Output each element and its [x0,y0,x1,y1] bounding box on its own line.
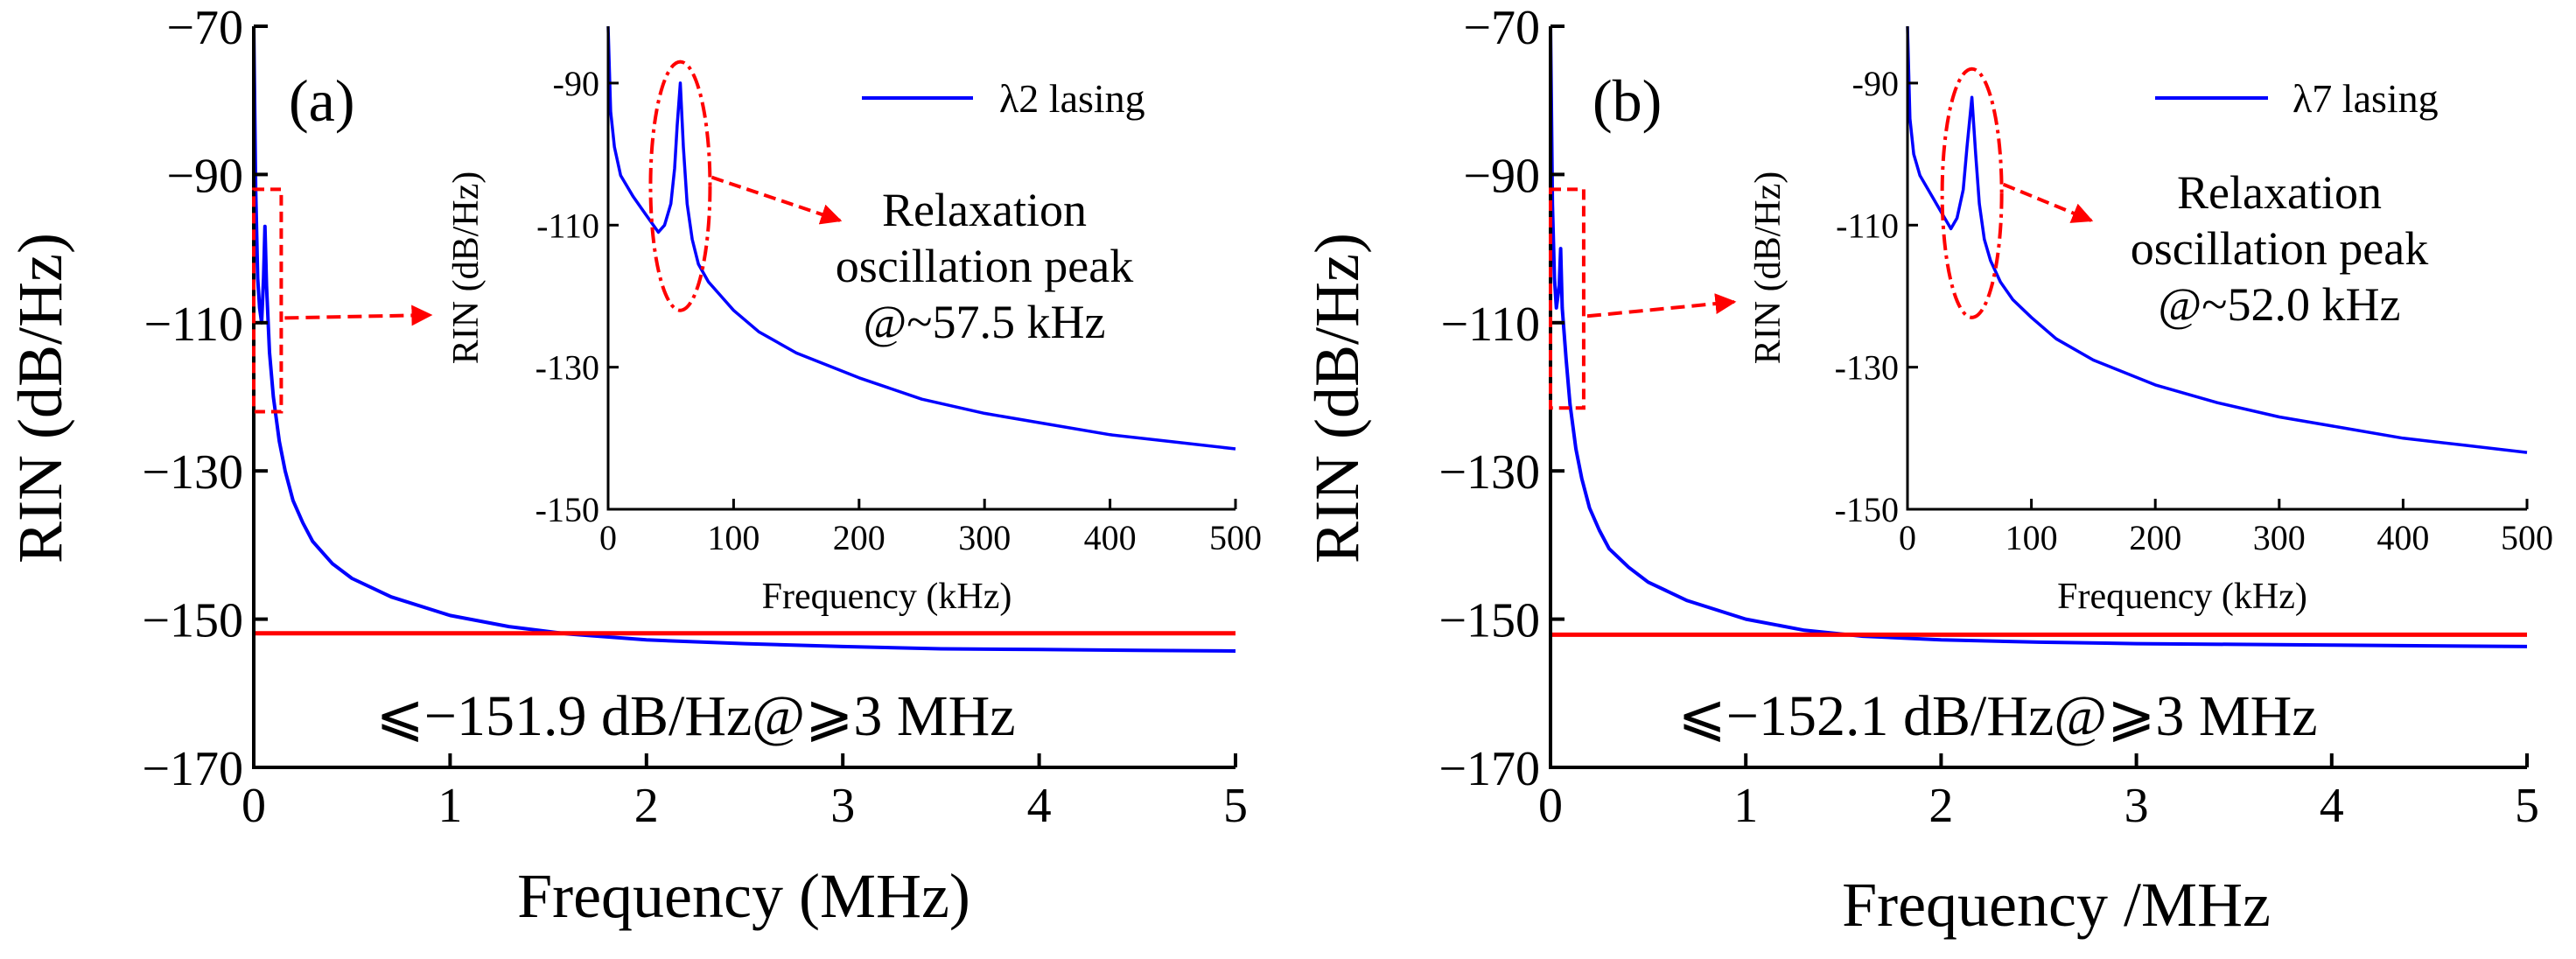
x-tick-label: 5 [1223,779,1248,833]
zoom-arrow [284,315,430,318]
peak-label-line: @~57.5 kHz [864,296,1106,348]
peak-arrow [2004,185,2091,220]
inset-x-tick-label: 500 [2501,518,2553,557]
inset-x-axis-label: Frequency (kHz) [2057,577,2307,617]
inset-x-tick-label: 200 [833,518,886,557]
zoom-arrow [1587,302,1734,316]
peak-label-line: oscillation peak [836,240,1133,292]
y-tick-label: −170 [1438,742,1540,796]
inset-y-tick-label: -90 [553,64,599,103]
y-tick-label: −70 [1463,1,1540,55]
inset-y-tick-label: -130 [1835,348,1899,388]
y-axis-label: RIN (dB/Hz) [5,233,75,564]
x-tick-label: 2 [1928,779,1953,833]
x-tick-label: 0 [1538,779,1563,833]
panel-label: (a) [289,67,354,134]
inset-y-axis-label: RIN (dB/Hz) [446,172,486,364]
y-tick-label: −130 [142,445,243,500]
y-tick-label: −90 [1463,149,1540,203]
y-tick-label: −150 [142,594,243,648]
x-tick-label: 2 [634,779,659,833]
y-tick-label: −170 [142,742,243,796]
threshold-annotation: ⩽−151.9 dB/Hz@⩾3 MHz [375,684,1015,748]
x-axis-label: Frequency /MHz [1842,870,2271,940]
inset-y-tick-label: -90 [1852,64,1899,103]
x-axis-label: Frequency (MHz) [517,861,970,931]
inset-y-tick-label: -150 [1835,490,1899,529]
y-tick-label: −150 [1438,594,1540,648]
figure: −70 −90 −110 −130 −150 −170 0 1 2 3 4 5 Frequency (M… [0,0,2576,955]
y-tick-label: −70 [166,1,243,55]
inset-x-tick-label: 200 [2129,518,2181,557]
x-tick-label: 3 [2124,779,2149,833]
peak-label-line: Relaxation [882,184,1087,236]
peak-arrow [711,178,840,220]
x-tick-label: 1 [438,779,462,833]
main-axes [254,26,1236,767]
main-axes [1550,26,2527,767]
threshold-annotation: ⩽−152.1 dB/Hz@⩾3 MHz [1677,684,2317,748]
panel-label: (b) [1592,67,1662,134]
inset-x-tick-label: 500 [1209,518,1262,557]
inset-x-tick-label: 400 [2376,518,2429,557]
y-tick-label: −90 [166,149,243,203]
peak-label-line: Relaxation [2177,166,2382,219]
inset-x-tick-label: 400 [1084,518,1137,557]
rin-figure: −70−90−110−130−150−1700 1 2 3 4 5Frequency (M… [0,0,2576,955]
inset-x-tick-label: 0 [1899,518,1916,557]
x-tick-label: 4 [1027,779,1052,833]
legend-label: λ7 lasing [2292,76,2439,121]
x-tick-label: 0 [242,779,266,833]
y-tick-label: −110 [1440,298,1540,352]
legend-label: λ2 lasing [999,76,1145,121]
y-tick-label: −110 [144,298,243,352]
inset-y-tick-label: -150 [536,490,599,529]
inset-x-tick-label: 300 [2253,518,2306,557]
inset-y-axis-label: RIN (dB/Hz) [1748,172,1788,364]
inset-x-tick-label: 100 [707,518,760,557]
peak-label-line: @~52.0 kHz [2159,278,2401,331]
x-tick-label: 3 [830,779,855,833]
inset-y-tick-label: -130 [536,348,599,388]
inset-x-tick-label: 100 [2006,518,2058,557]
x-tick-label: 4 [2320,779,2344,833]
inset-x-tick-label: 300 [958,518,1011,557]
inset-x-axis-label: Frequency (kHz) [762,577,1012,617]
y-axis-label: RIN (dB/Hz) [1302,233,1372,564]
x-tick-label: 5 [2515,779,2539,833]
peak-label-line: oscillation peak [2131,222,2428,275]
inset-y-tick-label: -110 [536,206,599,245]
inset-x-tick-label: 0 [599,518,617,557]
y-tick-label: −130 [1438,445,1540,500]
x-tick-label: 1 [1733,779,1758,833]
inset-y-tick-label: -110 [1836,206,1899,245]
